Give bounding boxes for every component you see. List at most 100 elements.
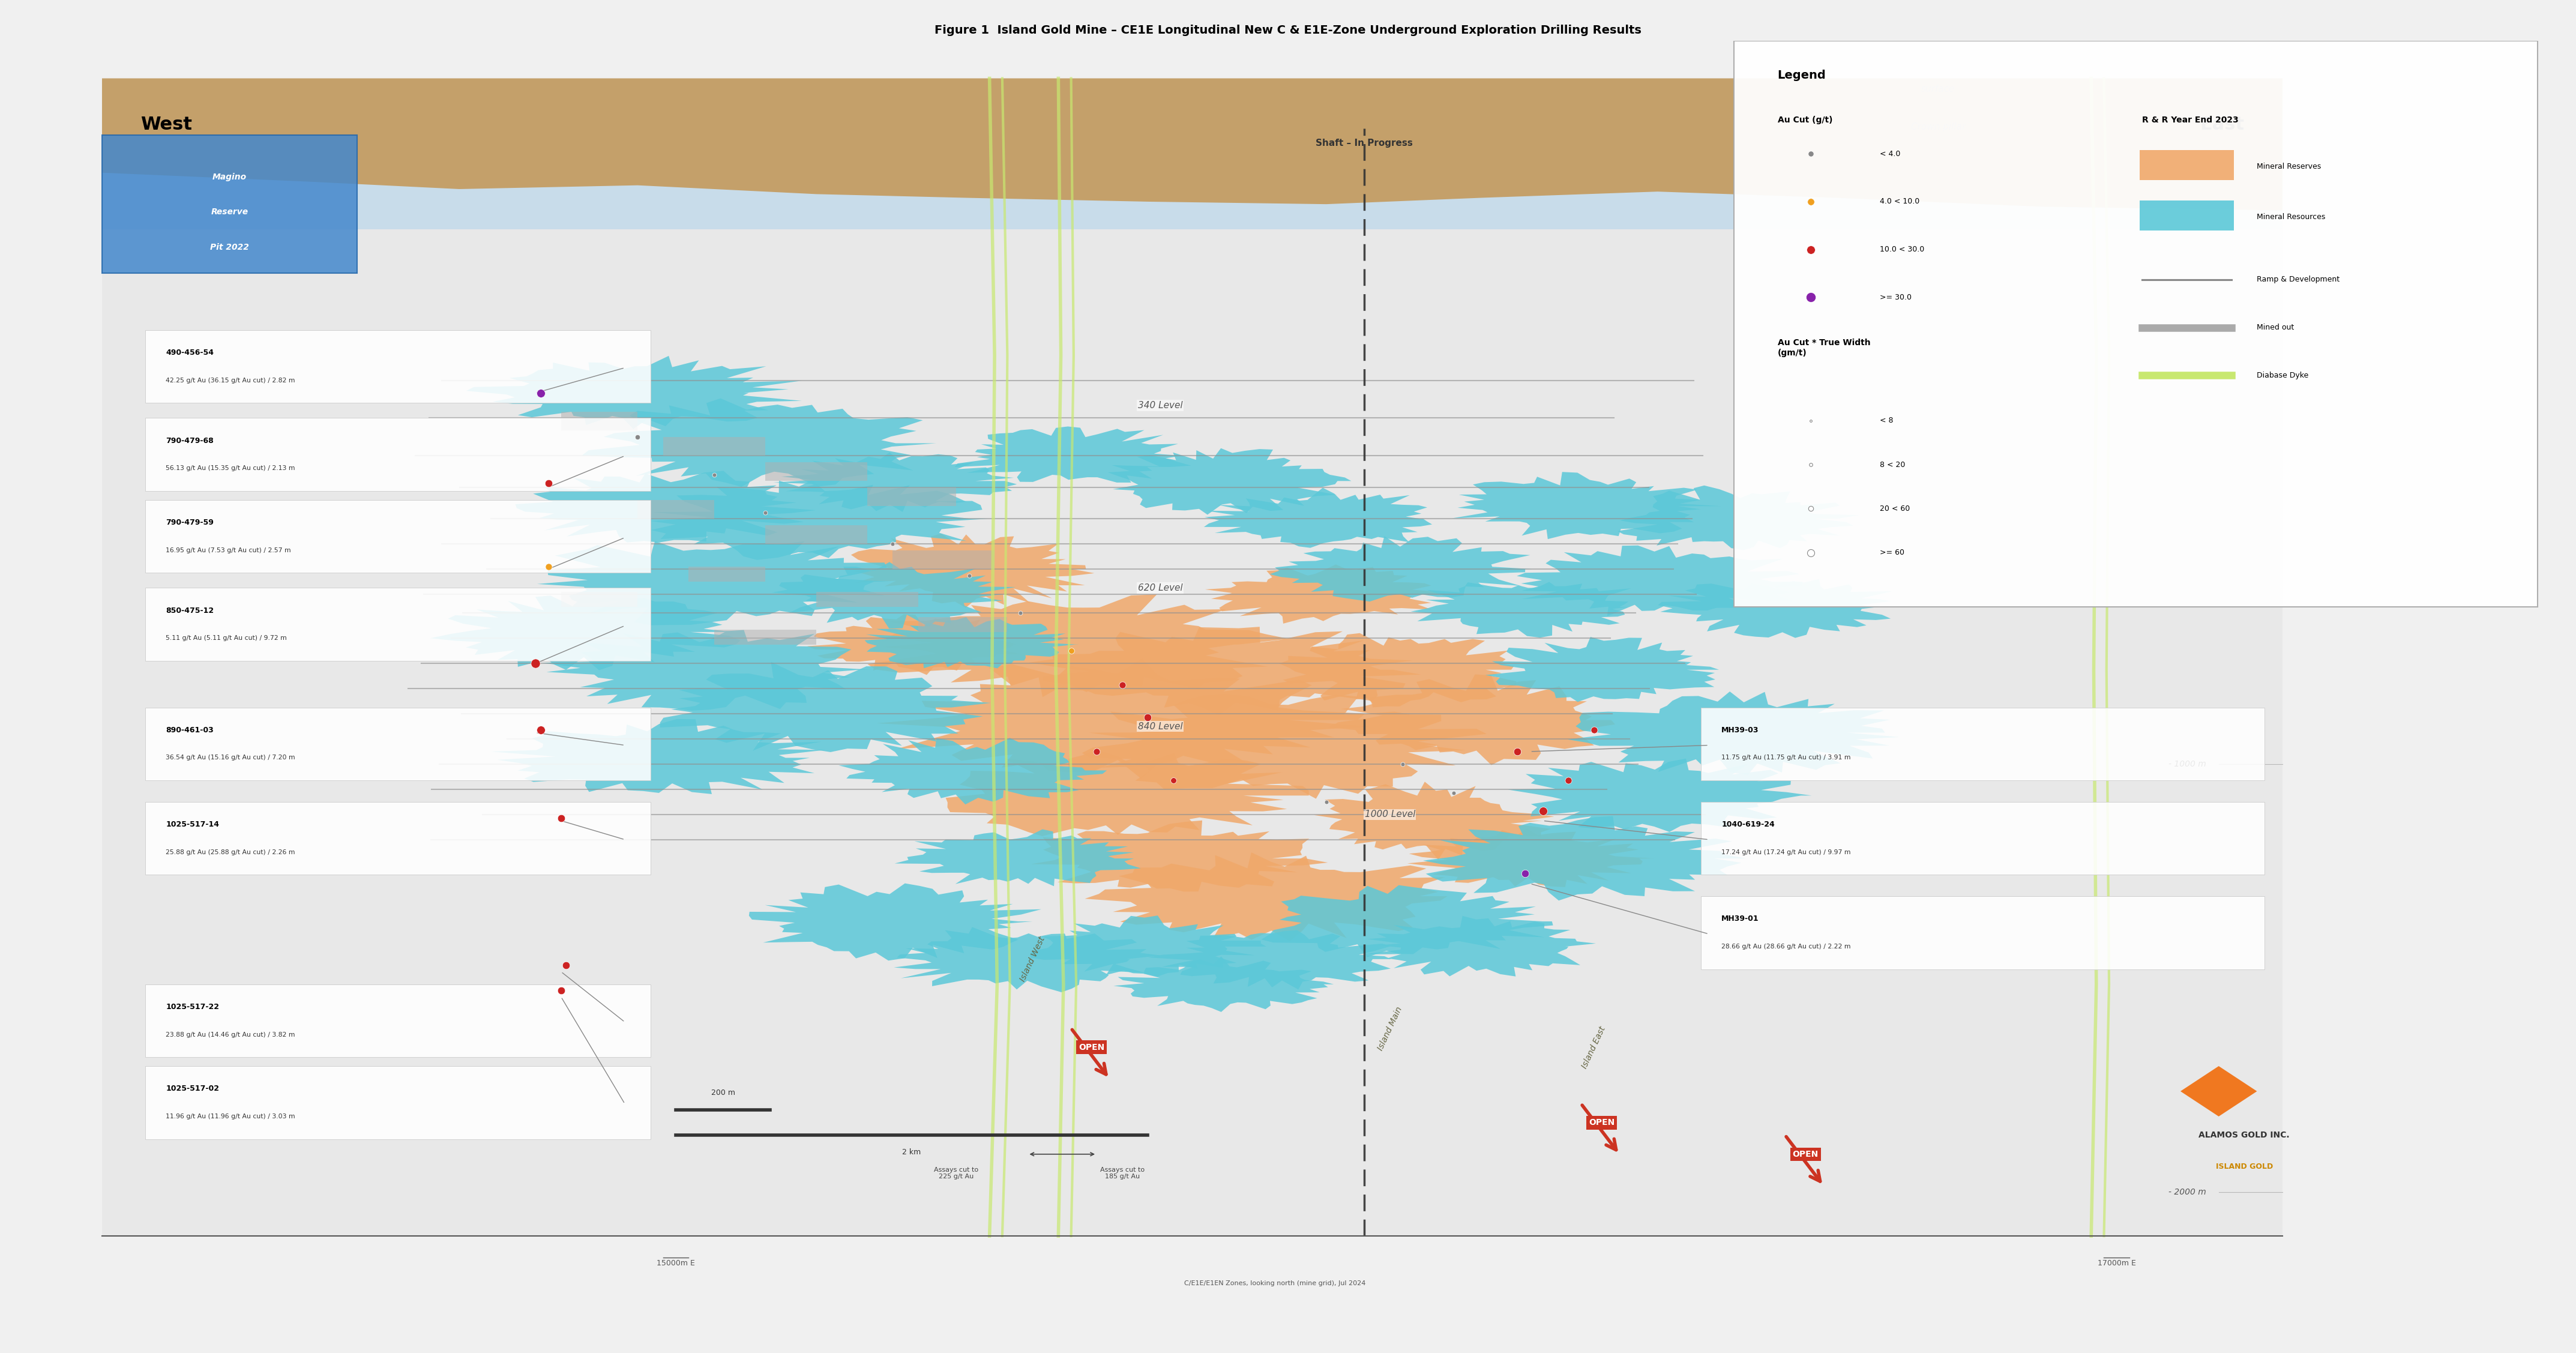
Text: 1025-517-14: 1025-517-14 xyxy=(165,821,219,828)
FancyBboxPatch shape xyxy=(1700,896,2264,969)
Polygon shape xyxy=(1618,486,1860,551)
FancyBboxPatch shape xyxy=(144,1066,649,1139)
Text: 10.0 < 30.0: 10.0 < 30.0 xyxy=(1880,245,1924,253)
Polygon shape xyxy=(1030,916,1267,977)
Text: ISLAND GOLD: ISLAND GOLD xyxy=(2215,1162,2272,1170)
FancyBboxPatch shape xyxy=(144,985,649,1057)
Polygon shape xyxy=(1566,691,1899,775)
Bar xyxy=(891,551,994,570)
Polygon shape xyxy=(1028,626,1422,716)
Bar xyxy=(817,591,917,606)
Text: OPEN: OPEN xyxy=(1793,1150,1819,1158)
Text: 42.25 g/t Au (36.15 g/t Au cut) / 2.82 m: 42.25 g/t Au (36.15 g/t Au cut) / 2.82 m xyxy=(165,377,296,383)
FancyBboxPatch shape xyxy=(144,708,649,781)
Text: 5.11 g/t Au (5.11 g/t Au cut) / 9.72 m: 5.11 g/t Au (5.11 g/t Au cut) / 9.72 m xyxy=(165,636,286,641)
Polygon shape xyxy=(1360,916,1597,977)
Text: Au Cut (g/t): Au Cut (g/t) xyxy=(1777,116,1832,124)
Text: 28.66 g/t Au (28.66 g/t Au cut) / 2.22 m: 28.66 g/t Au (28.66 g/t Au cut) / 2.22 m xyxy=(1721,943,1850,950)
FancyBboxPatch shape xyxy=(144,418,649,491)
Text: Crown pillar: Crown pillar xyxy=(1911,122,1965,131)
Polygon shape xyxy=(1422,816,1747,901)
Polygon shape xyxy=(430,595,739,670)
Text: 1000 Level: 1000 Level xyxy=(1365,810,1414,819)
Bar xyxy=(562,411,639,430)
Text: West: West xyxy=(139,116,191,134)
Polygon shape xyxy=(103,78,2282,211)
Text: 1040-619-24: 1040-619-24 xyxy=(1721,821,1775,828)
Text: OPEN: OPEN xyxy=(1589,1119,1615,1127)
Text: Mineral Reserves: Mineral Reserves xyxy=(2257,162,2321,170)
Polygon shape xyxy=(1270,536,1533,602)
Polygon shape xyxy=(466,356,801,429)
Polygon shape xyxy=(582,398,935,487)
Bar xyxy=(765,463,868,480)
Text: < 8: < 8 xyxy=(1880,417,1893,425)
Text: < 4.0: < 4.0 xyxy=(1880,150,1901,158)
Polygon shape xyxy=(1329,674,1615,764)
FancyBboxPatch shape xyxy=(144,330,649,403)
Polygon shape xyxy=(1453,472,1721,538)
Polygon shape xyxy=(840,737,1108,805)
Text: Mined out: Mined out xyxy=(2257,323,2295,331)
Text: 15000m E: 15000m E xyxy=(657,1260,696,1268)
Text: 620 Level: 620 Level xyxy=(1139,583,1182,593)
Text: MH39-01: MH39-01 xyxy=(1721,915,1759,923)
Bar xyxy=(562,591,639,606)
Text: OPEN: OPEN xyxy=(1079,1043,1105,1051)
Bar xyxy=(868,487,956,506)
Text: - 1000 m: - 1000 m xyxy=(2169,760,2205,769)
Text: 2 km: 2 km xyxy=(902,1149,922,1155)
Polygon shape xyxy=(850,533,1095,607)
FancyBboxPatch shape xyxy=(144,802,649,875)
Text: Island West: Island West xyxy=(1020,935,1046,982)
Polygon shape xyxy=(515,471,817,543)
Text: East: East xyxy=(2200,116,2244,134)
Polygon shape xyxy=(1486,637,1718,702)
Text: 890-461-03: 890-461-03 xyxy=(165,727,214,735)
Text: MH39-03: MH39-03 xyxy=(1721,727,1759,735)
Polygon shape xyxy=(876,659,1370,778)
Polygon shape xyxy=(773,561,1015,629)
Text: 56.13 g/t Au (15.35 g/t Au cut) / 2.13 m: 56.13 g/t Au (15.35 g/t Au cut) / 2.13 m xyxy=(165,465,296,471)
Polygon shape xyxy=(1507,759,1811,832)
Text: Mineral Resources: Mineral Resources xyxy=(2257,212,2326,221)
Text: 340 Level: 340 Level xyxy=(1139,400,1182,410)
Text: surface: surface xyxy=(1922,85,1955,93)
Text: Island East: Island East xyxy=(1582,1024,1607,1070)
Polygon shape xyxy=(806,614,1020,675)
Polygon shape xyxy=(1113,957,1334,1012)
Text: >= 60: >= 60 xyxy=(1880,549,1904,556)
Text: 840 Level: 840 Level xyxy=(1139,723,1182,731)
Text: 36.54 g/t Au (15.16 g/t Au cut) / 7.20 m: 36.54 g/t Au (15.16 g/t Au cut) / 7.20 m xyxy=(165,755,296,760)
FancyBboxPatch shape xyxy=(2141,200,2233,230)
Polygon shape xyxy=(945,750,1309,836)
FancyBboxPatch shape xyxy=(144,499,649,572)
Polygon shape xyxy=(659,662,992,752)
Bar xyxy=(765,525,868,544)
Polygon shape xyxy=(649,480,989,560)
Text: 25.88 g/t Au (25.88 g/t Au cut) / 2.26 m: 25.88 g/t Au (25.88 g/t Au cut) / 2.26 m xyxy=(165,850,296,855)
Bar xyxy=(662,437,765,456)
Polygon shape xyxy=(1030,820,1327,892)
Text: 11.75 g/t Au (11.75 g/t Au cut) / 3.91 m: 11.75 g/t Au (11.75 g/t Au cut) / 3.91 m xyxy=(1721,755,1850,760)
Text: 23.88 g/t Au (14.46 g/t Au cut) / 3.82 m: 23.88 g/t Au (14.46 g/t Au cut) / 3.82 m xyxy=(165,1031,296,1038)
Text: 20 < 60: 20 < 60 xyxy=(1880,505,1909,513)
Text: Legend: Legend xyxy=(1777,69,1826,81)
Text: 17.24 g/t Au (17.24 g/t Au cut) / 9.97 m: 17.24 g/t Au (17.24 g/t Au cut) / 9.97 m xyxy=(1721,850,1850,855)
Text: Pit 2022: Pit 2022 xyxy=(211,244,250,252)
Polygon shape xyxy=(1206,564,1450,624)
Polygon shape xyxy=(1659,579,1893,637)
FancyBboxPatch shape xyxy=(144,589,649,660)
Bar xyxy=(639,499,714,518)
Polygon shape xyxy=(1280,633,1517,708)
FancyBboxPatch shape xyxy=(103,78,2282,1237)
Polygon shape xyxy=(866,617,1079,668)
Bar xyxy=(917,617,1007,632)
Text: 790-479-59: 790-479-59 xyxy=(165,518,214,526)
Text: 1025-517-22: 1025-517-22 xyxy=(165,1003,219,1011)
Bar xyxy=(688,567,765,582)
Text: R & R Year End 2023: R & R Year End 2023 xyxy=(2143,116,2239,124)
FancyBboxPatch shape xyxy=(2141,150,2233,180)
Text: Au Cut * True Width
(gm/t): Au Cut * True Width (gm/t) xyxy=(1777,338,1870,357)
Text: Assays cut to
185 g/t Au: Assays cut to 185 g/t Au xyxy=(1100,1166,1144,1180)
